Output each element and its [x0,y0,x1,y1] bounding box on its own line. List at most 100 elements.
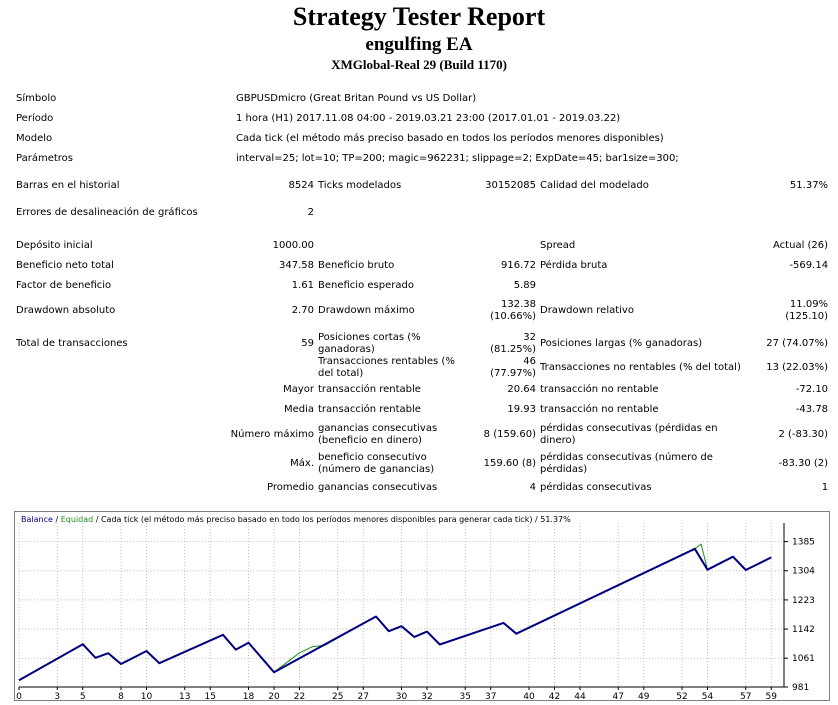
y-axis-ticks: 1385 1304 1223 1142 1061 981 [792,538,815,693]
x-tick-label: 47 [613,692,624,701]
legend-balance: Balance [21,515,53,524]
maximal-profit-value: 159.60 (8) [483,457,536,469]
info-value: Cada tick (el método más preciso basado … [236,133,664,144]
y-tick-label: 1385 [792,538,815,548]
x-tick-label: 52 [676,692,687,701]
net-profit-value: 347.58 [279,260,314,271]
maximal-loss-value: -83.30 (2) [778,457,829,469]
info-value: interval=25; lot=10; TP=200; magic=96223… [236,153,679,164]
profit-factor-row: Factor de beneficio 1.61 Beneficio esper… [14,276,830,296]
average-loss-label: transacción no rentable [540,404,659,415]
chart-series [18,543,772,682]
x-tick-label: 3 [54,692,60,701]
deposit-label: Depósito inicial [16,240,93,251]
x-tick-label: 22 [294,692,305,701]
x-tick-label: 27 [358,692,369,701]
largest-label: Mayor [283,384,314,395]
profit-trades-label: Transacciones rentables (% del total) [318,356,455,379]
average-consecutive-row: Promedio ganancias consecutivas 4 pérdid… [14,478,830,498]
max-losses-value: 2 (-83.30) [778,428,829,440]
profit-factor-value: 1.61 [291,280,314,291]
x-tick-label: 44 [574,692,586,701]
info-label: Modelo [16,133,53,144]
y-tick-label: 1061 [792,654,815,664]
server-build: XMGlobal-Real 29 (Build 1170) [331,57,507,72]
total-trades-label: Total de transacciones [16,338,128,349]
maximal-label: Máx. [290,457,314,469]
x-tick-label: 30 [396,692,408,701]
ticks-value: 30152085 [485,180,536,191]
y-tick-label: 1223 [792,596,815,606]
loss-trades-label: Transacciones no rentables (% del total) [540,362,741,373]
x-tick-label: 40 [523,692,535,701]
info-row-parameters: Parámetros interval=25; lot=10; TP=200; … [14,149,830,169]
drawdown-row: Drawdown absoluto 2.70 Drawdown máximo 1… [14,296,830,325]
gross-loss-value: -569.14 [789,260,829,271]
drawdown-relative-label: Drawdown relativo [540,304,634,316]
avg-wins-value: 4 [529,482,536,493]
quality-label: Calidad del modelado [540,180,649,191]
legend-description: / Cada tick (el método más preciso basad… [93,515,571,524]
average-profit-value: 19.93 [507,404,536,415]
balance-line [18,547,772,682]
spread-value: Actual (26) [773,240,829,251]
chart-legend: Balance / Equidad / Cada tick (el método… [21,515,571,524]
drawdown-absolute-value: 2.70 [291,304,314,316]
report-table: Símbolo GBPUSDmicro (Great Britan Pound … [14,89,830,498]
max-losses-label: pérdidas consecutivas (pérdidas en diner… [540,422,718,446]
long-positions-value: 27 (74.07%) [766,338,829,349]
x-tick-label: 13 [179,692,190,701]
x-tick-label: 10 [141,692,153,701]
deposit-row: Depósito inicial 1000.00 Spread Actual (… [14,236,830,256]
x-tick-label: 54 [702,692,714,701]
net-profit-label: Beneficio neto total [16,260,114,271]
max-consecutive-label: Número máximo [230,428,314,440]
expected-payoff-label: Beneficio esperado [318,280,414,291]
avg-losses-value: 1 [821,482,829,493]
ea-name: engulfing EA [365,34,473,55]
expected-payoff-value: 5.89 [513,280,536,291]
x-tick-label: 37 [485,692,496,701]
x-tick-label: 0 [16,692,22,701]
quality-value: 51.37% [789,180,829,191]
drawdown-relative-value: 11.09% (125.10) [785,298,829,322]
profit-trades-value: 46 (77.97%) [490,356,536,379]
deposit-value: 1000.00 [272,240,314,251]
average-loss-value: -43.78 [795,404,829,415]
gross-profit-value: 916.72 [501,260,536,271]
bars-value: 8524 [288,180,314,191]
long-positions-label: Posiciones largas (% ganadoras) [540,338,703,349]
info-value: 1 hora (H1) 2017.11.08 04:00 - 2019.03.2… [236,113,621,124]
chart-axes [18,523,788,690]
gross-loss-label: Pérdida bruta [540,260,608,271]
average-profit-label: transacción rentable [318,404,421,415]
maximal-profit-label: beneficio consecutivo (número de gananci… [318,451,435,475]
info-value: GBPUSDmicro (Great Britan Pound vs US Do… [236,93,477,104]
x-tick-label: 35 [460,692,471,701]
mismatch-label: Errores de desalineación de gráficos [16,206,198,218]
bars-row: Barras en el historial 8524 Ticks modela… [14,176,830,196]
info-label: Parámetros [16,153,73,164]
profit-trades-row: Transacciones rentables (% del total) 46… [14,356,830,380]
x-tick-label: 42 [549,692,560,701]
average-label: Media [283,404,314,415]
largest-loss-value: -72.10 [795,384,829,395]
x-tick-label: 25 [332,692,343,701]
loss-trades-value: 13 (22.03%) [766,362,829,373]
y-tick-label: 1304 [792,567,815,577]
y-tick-label: 981 [792,683,809,693]
drawdown-absolute-label: Drawdown absoluto [16,304,116,316]
max-wins-label: ganancias consecutivas (beneficio en din… [318,422,438,446]
x-tick-label: 59 [766,692,778,701]
mismatch-value: 2 [307,206,314,218]
total-trades-value: 59 [301,338,314,349]
max-consecutive-row: Número máximo ganancias consecutivas (be… [14,420,830,449]
x-tick-label: 8 [118,692,124,701]
short-positions-label: Posiciones cortas (% ganadoras) [318,332,421,355]
legend-separator: / [52,515,61,524]
y-tick-label: 1142 [792,625,815,635]
info-label: Símbolo [16,93,57,104]
largest-profit-label: transacción rentable [318,384,421,395]
spread-label: Spread [540,240,576,251]
